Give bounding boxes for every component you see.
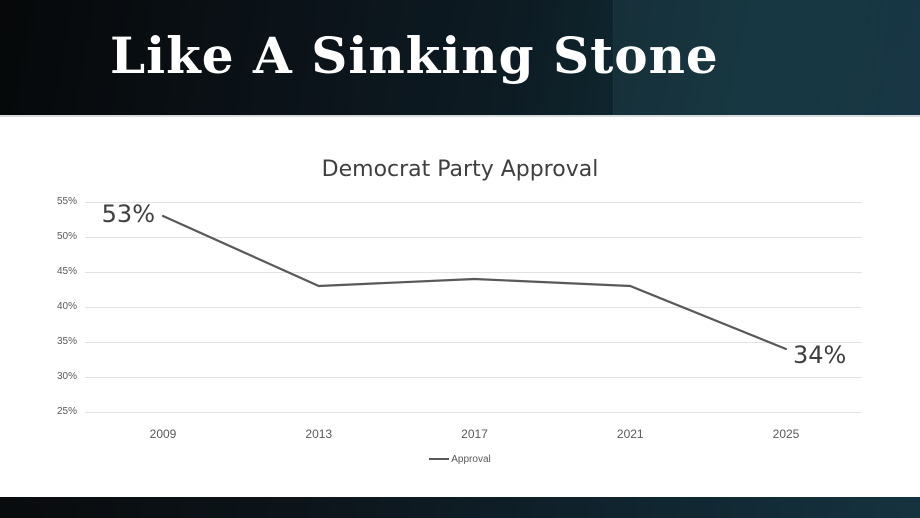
y-axis-tick-label: 25% xyxy=(56,406,77,417)
legend-line-swatch xyxy=(429,458,450,460)
header-gradient-seam xyxy=(613,0,920,115)
x-axis-tick-label: 2009 xyxy=(149,427,177,441)
gridline xyxy=(85,307,862,308)
x-axis-tick-label: 2025 xyxy=(772,427,800,441)
y-axis-tick-label: 30% xyxy=(56,371,77,382)
data-point-label: 53% xyxy=(101,200,155,228)
slide-title: Like A Sinking Stone xyxy=(110,26,719,85)
y-axis-tick-label: 35% xyxy=(56,336,77,347)
legend-label: Approval xyxy=(451,453,491,465)
y-axis-tick-label: 50% xyxy=(56,231,77,242)
x-axis-tick-label: 2021 xyxy=(616,427,644,441)
y-axis-tick-label: 40% xyxy=(56,301,77,312)
data-point-label: 34% xyxy=(793,341,847,369)
x-axis-tick-label: 2017 xyxy=(461,427,488,441)
y-axis-tick-label: 45% xyxy=(56,266,77,277)
x-axis-tick-label: 2013 xyxy=(305,427,333,441)
gridline xyxy=(85,412,862,413)
gridline xyxy=(85,377,862,378)
header-banner: Like A Sinking Stone xyxy=(0,0,920,117)
chart-legend: Approval xyxy=(0,452,920,466)
gridline xyxy=(85,202,862,203)
y-axis-tick-label: 55% xyxy=(56,196,77,207)
gridline xyxy=(85,342,862,343)
gridline xyxy=(85,237,862,238)
chart-title: Democrat Party Approval xyxy=(321,157,599,182)
footer-bar xyxy=(0,497,920,518)
gridline xyxy=(85,272,862,273)
